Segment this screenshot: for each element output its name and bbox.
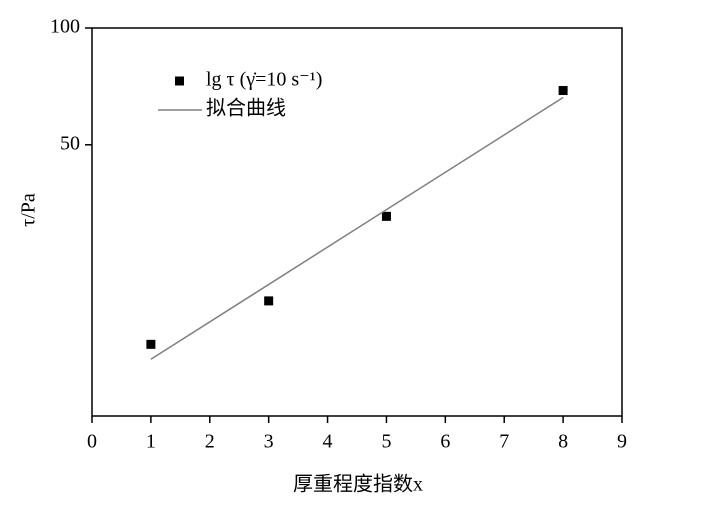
legend-marker (175, 76, 184, 86)
x-tick-label: 8 (558, 431, 568, 453)
y-axis-label: τ/Pa (18, 193, 40, 227)
legend-label: 拟合曲线 (206, 97, 286, 120)
data-point (558, 86, 568, 96)
x-axis-label: 厚重程度指数x (293, 473, 423, 496)
x-tick-label: 7 (499, 431, 509, 453)
data-point (381, 211, 391, 221)
x-tick-label: 6 (440, 431, 450, 453)
x-tick-label: 0 (87, 431, 97, 453)
legend-label: lg τ (γ̇=10 s⁻¹) (206, 69, 322, 91)
plot-frame (91, 27, 623, 417)
x-tick-label: 4 (323, 431, 333, 453)
x-tick-label: 3 (264, 431, 274, 453)
fit-line (150, 96, 564, 360)
x-tick-label: 2 (205, 431, 215, 453)
x-tick-label: 1 (146, 431, 156, 453)
x-tick-label: 9 (617, 431, 627, 453)
x-tick-label: 5 (381, 431, 391, 453)
data-point (264, 296, 274, 306)
y-tick-label: 100 (50, 16, 80, 38)
y-tick-label: 50 (60, 132, 80, 154)
data-point (146, 339, 156, 349)
